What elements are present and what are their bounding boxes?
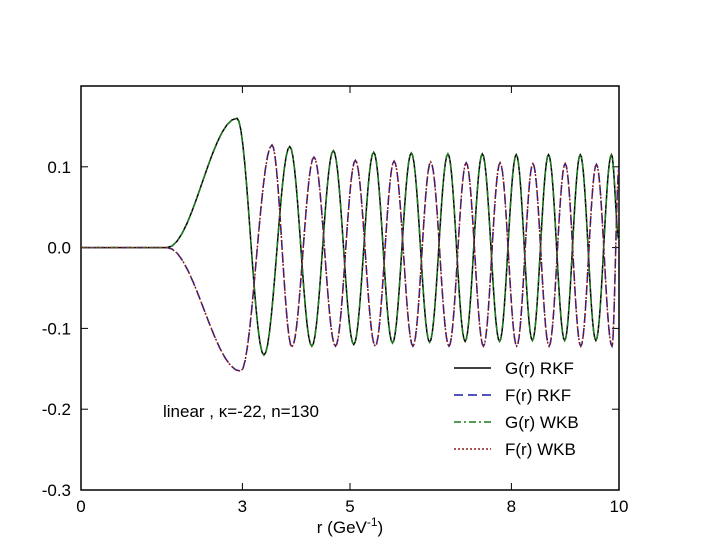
- y-tick-label: -0.1: [42, 319, 71, 338]
- y-tick-label: 0.1: [47, 158, 71, 177]
- y-tick-label: -0.3: [42, 481, 71, 500]
- y-tick-label: -0.2: [42, 400, 71, 419]
- x-tick-label: 5: [345, 497, 354, 516]
- legend-label: F(r) RKF: [505, 386, 571, 405]
- x-tick-label: 3: [238, 497, 247, 516]
- legend-label: G(r) WKB: [505, 413, 579, 432]
- legend-label: G(r) RKF: [505, 359, 574, 378]
- series-line-g-r-rkf: [81, 117, 620, 357]
- legend-label: F(r) WKB: [505, 440, 576, 459]
- series-line-g-r-wkb: [81, 117, 620, 357]
- annotation-text: linear , κ=-22, n=130: [163, 402, 319, 421]
- axis-tick-labels: 0 3 5 8 10 -0.3 -0.2 -0.1 0.0 0.1: [42, 158, 629, 516]
- x-tick-label: 10: [610, 497, 629, 516]
- legend: G(r) RKF F(r) RKF G(r) WKB F(r) WKB: [454, 359, 579, 459]
- series-line-f-r-wkb: [81, 143, 620, 373]
- series-layer: [81, 117, 620, 373]
- series-line-f-r-rkf: [81, 143, 620, 373]
- y-tick-label: 0.0: [47, 239, 71, 258]
- x-tick-label: 8: [507, 497, 516, 516]
- x-tick-label: 0: [76, 497, 85, 516]
- x-axis-title: r (GeV-1): [317, 515, 383, 537]
